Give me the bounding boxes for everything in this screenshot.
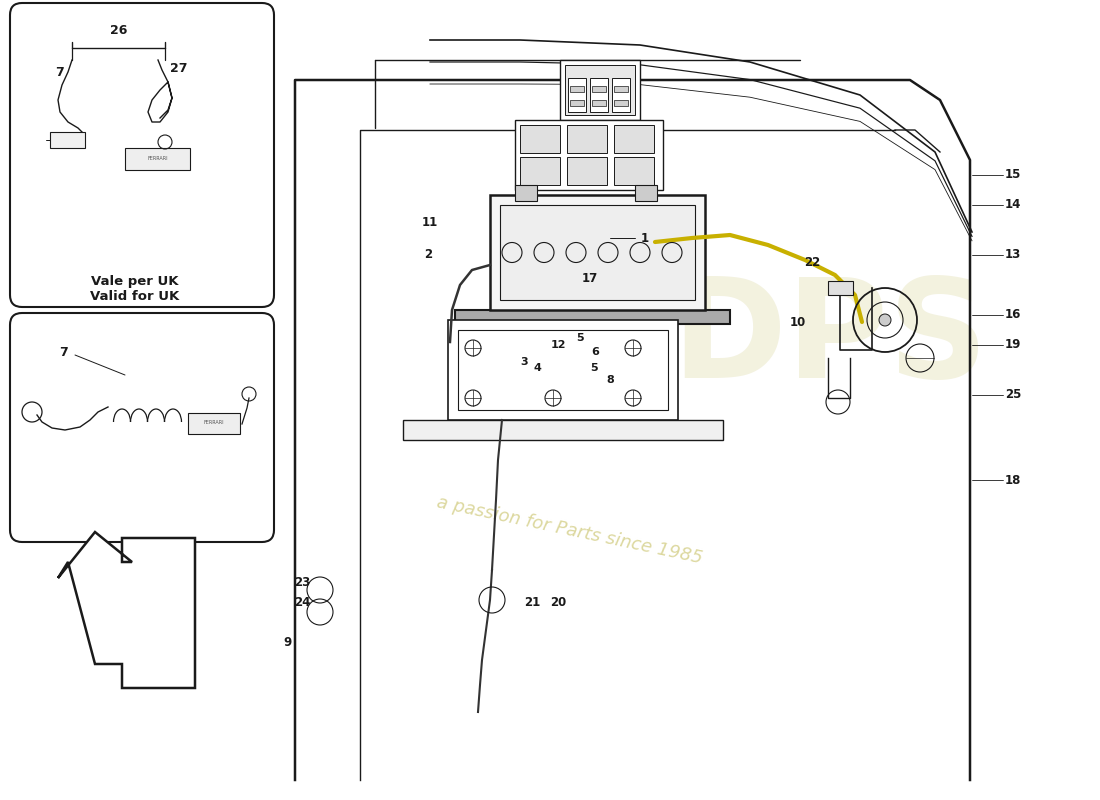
Text: 6: 6 [591, 347, 598, 357]
Bar [188, 413, 240, 434]
Bar [614, 86, 628, 92]
Bar [570, 86, 584, 92]
Bar [614, 100, 628, 106]
Text: 22: 22 [804, 255, 821, 269]
Text: 25: 25 [1005, 389, 1022, 402]
Text: 24: 24 [294, 595, 310, 609]
Bar [612, 78, 630, 112]
Bar [125, 148, 190, 170]
Bar [570, 100, 584, 106]
Bar [448, 320, 678, 420]
Text: 7: 7 [58, 346, 67, 358]
Text: 4: 4 [534, 363, 541, 373]
Bar [515, 120, 663, 190]
Bar [635, 185, 657, 201]
Text: 16: 16 [1005, 309, 1022, 322]
Bar [565, 65, 635, 115]
Text: 17: 17 [582, 271, 598, 285]
Bar [490, 195, 705, 310]
Text: 2: 2 [424, 249, 432, 262]
Bar [614, 157, 654, 185]
Text: 15: 15 [1005, 169, 1022, 182]
Text: 7: 7 [55, 66, 64, 78]
Bar [458, 330, 668, 410]
Text: Valid for UK: Valid for UK [90, 290, 179, 302]
Bar [520, 125, 560, 153]
Text: 9: 9 [284, 635, 293, 649]
Text: FERRARI: FERRARI [204, 421, 224, 426]
Bar [614, 125, 654, 153]
Text: Vale per UK: Vale per UK [91, 275, 178, 289]
Bar [560, 60, 640, 120]
Text: 19: 19 [1005, 338, 1022, 351]
Bar [590, 78, 608, 112]
Bar [515, 185, 537, 201]
Bar [566, 125, 607, 153]
Bar [592, 86, 606, 92]
Text: 5: 5 [576, 333, 584, 343]
Polygon shape [58, 532, 195, 688]
Bar [520, 157, 560, 185]
Bar [828, 281, 852, 295]
Bar [403, 420, 723, 440]
Text: 23: 23 [294, 575, 310, 589]
Text: 26: 26 [110, 23, 128, 37]
Text: 18: 18 [1005, 474, 1022, 486]
Text: FERRARI: FERRARI [147, 157, 168, 162]
FancyBboxPatch shape [10, 3, 274, 307]
Text: 8: 8 [606, 375, 614, 385]
Circle shape [879, 314, 891, 326]
Bar [568, 78, 586, 112]
Text: 5: 5 [591, 363, 597, 373]
FancyBboxPatch shape [10, 313, 274, 542]
Text: a passion for Parts since 1985: a passion for Parts since 1985 [436, 493, 705, 567]
Text: 12: 12 [550, 340, 565, 350]
Text: 21: 21 [524, 595, 540, 609]
Text: 1: 1 [641, 231, 649, 245]
Bar [592, 100, 606, 106]
Text: 3: 3 [520, 357, 528, 367]
Text: 13: 13 [1005, 249, 1021, 262]
Text: 14: 14 [1005, 198, 1022, 211]
Bar [50, 132, 85, 148]
Text: 10: 10 [790, 315, 806, 329]
Bar [500, 205, 695, 300]
Bar [566, 157, 607, 185]
Text: 27: 27 [170, 62, 187, 74]
Text: 11: 11 [421, 215, 438, 229]
Bar [455, 310, 730, 324]
Text: DPS: DPS [671, 273, 989, 407]
Text: 20: 20 [550, 595, 566, 609]
